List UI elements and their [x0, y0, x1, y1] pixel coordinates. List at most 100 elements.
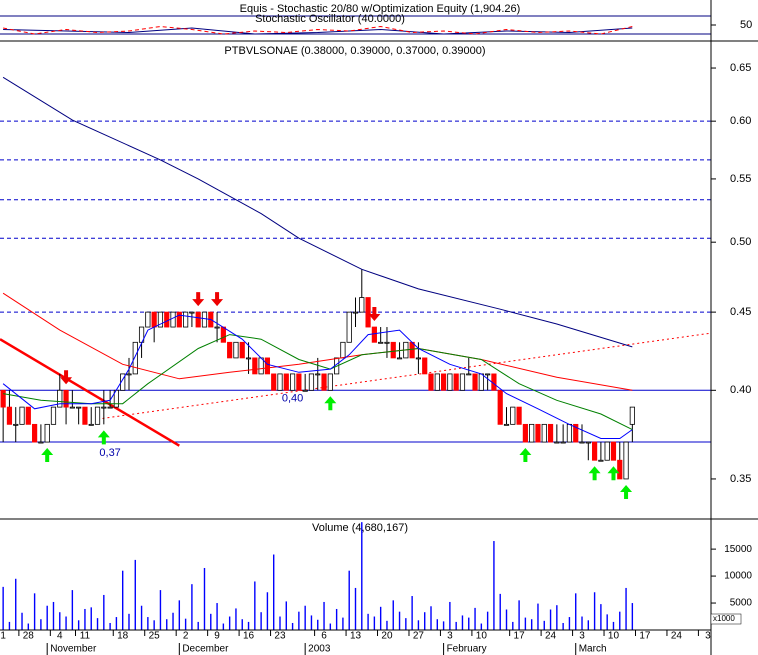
candle-body — [591, 441, 598, 461]
candle-body — [302, 389, 308, 392]
candle-body — [283, 373, 289, 391]
candle-body — [472, 373, 478, 391]
price-panel: 0,40 0,37 — [0, 76, 711, 499]
candle-body — [308, 373, 315, 391]
volume-bar — [518, 600, 520, 630]
buy-arrow — [588, 466, 601, 481]
candle-body — [485, 373, 491, 376]
x-tick-label: 24 — [545, 631, 557, 642]
candle-body — [69, 406, 75, 409]
y-tick-label: 15000 — [724, 544, 752, 555]
volume-bar — [172, 612, 174, 630]
sell-arrow — [192, 292, 205, 307]
volume-bar — [115, 617, 118, 630]
volume-bar — [279, 616, 281, 630]
candle-body — [126, 373, 132, 376]
volume-bar — [505, 609, 508, 630]
trend-line — [0, 338, 180, 447]
candle-body — [88, 423, 94, 426]
volume-bar — [562, 622, 564, 630]
candle-body — [252, 357, 258, 375]
candle-body — [38, 441, 44, 444]
annotation: 0,40 — [282, 393, 303, 405]
candle-body — [453, 373, 459, 391]
volume-bar — [581, 616, 583, 630]
volume-bar — [15, 578, 17, 630]
volume-bar — [59, 612, 61, 630]
candle-body — [478, 373, 484, 391]
candle-body — [101, 406, 107, 409]
x-tick-label: 3 — [705, 631, 711, 642]
volume-bar — [166, 619, 168, 630]
volume-bar — [424, 612, 426, 630]
candle-body — [63, 389, 69, 408]
volume-bar — [52, 601, 55, 630]
candle-body — [189, 311, 195, 314]
volume-bar — [8, 621, 11, 630]
volume-bar — [461, 615, 464, 630]
volume-bar — [109, 622, 111, 630]
candle-body — [522, 423, 528, 443]
candle-body — [296, 373, 302, 391]
volume-bar — [2, 586, 4, 630]
candle-body — [107, 406, 113, 409]
candle-body — [497, 389, 503, 425]
candle-body — [566, 423, 573, 443]
volume-bar — [266, 592, 269, 630]
volume-bar — [335, 608, 338, 630]
volume-bar — [373, 616, 376, 630]
candle-body — [32, 423, 38, 443]
candle-body — [529, 423, 535, 443]
buy-arrow — [97, 430, 110, 445]
y-tick-label: 5000 — [730, 598, 753, 609]
volume-bar — [46, 605, 48, 630]
stochastic-title: Equis - Stochastic 20/80 w/Optimization … — [240, 3, 521, 15]
candle-body — [271, 373, 277, 391]
unit-box — [710, 613, 742, 625]
volume-bar — [128, 613, 130, 630]
volume-bar — [184, 618, 187, 630]
volume-bar — [329, 623, 332, 630]
candle-body — [598, 459, 604, 462]
sell-arrow — [60, 370, 73, 385]
candle-body — [459, 373, 466, 391]
volume-bar — [33, 593, 36, 630]
volume-bar — [298, 611, 300, 630]
volume-bar — [228, 616, 231, 630]
x-tick-label: 20 — [381, 631, 393, 642]
y-tick-label: 0.65 — [730, 62, 751, 74]
candle-body — [289, 373, 296, 391]
candle-body — [50, 406, 57, 425]
y-tick-label: 0.60 — [730, 115, 751, 127]
volume-bar — [474, 607, 476, 630]
indicator-line — [3, 25, 633, 35]
volume-bar — [222, 623, 225, 630]
volume-bar — [587, 620, 590, 630]
candle-body — [346, 311, 352, 343]
buy-arrow — [519, 448, 532, 463]
candle-body — [145, 311, 151, 328]
x-tick-label: 16 — [243, 631, 255, 642]
x-tick-label: 24 — [671, 631, 683, 642]
candle-body — [195, 311, 201, 328]
candle-body — [120, 373, 126, 391]
y-tick-label: 0.50 — [730, 236, 751, 248]
volume-bar — [96, 618, 99, 630]
y-tick-label: 0.45 — [730, 306, 751, 318]
candle-body — [378, 341, 384, 344]
volume-bar — [430, 606, 432, 630]
x-tick-label: 13 — [350, 631, 362, 642]
volume-bar — [486, 611, 489, 630]
volume-bar — [197, 621, 199, 630]
candle-body — [340, 341, 346, 359]
candle-body — [415, 357, 422, 360]
candle-body — [277, 373, 283, 391]
candle-body — [201, 311, 208, 328]
candle-body — [541, 423, 547, 443]
volume-bar — [317, 619, 319, 630]
candle-body — [233, 341, 239, 359]
candle-body — [466, 373, 472, 376]
candle-body — [579, 441, 585, 444]
